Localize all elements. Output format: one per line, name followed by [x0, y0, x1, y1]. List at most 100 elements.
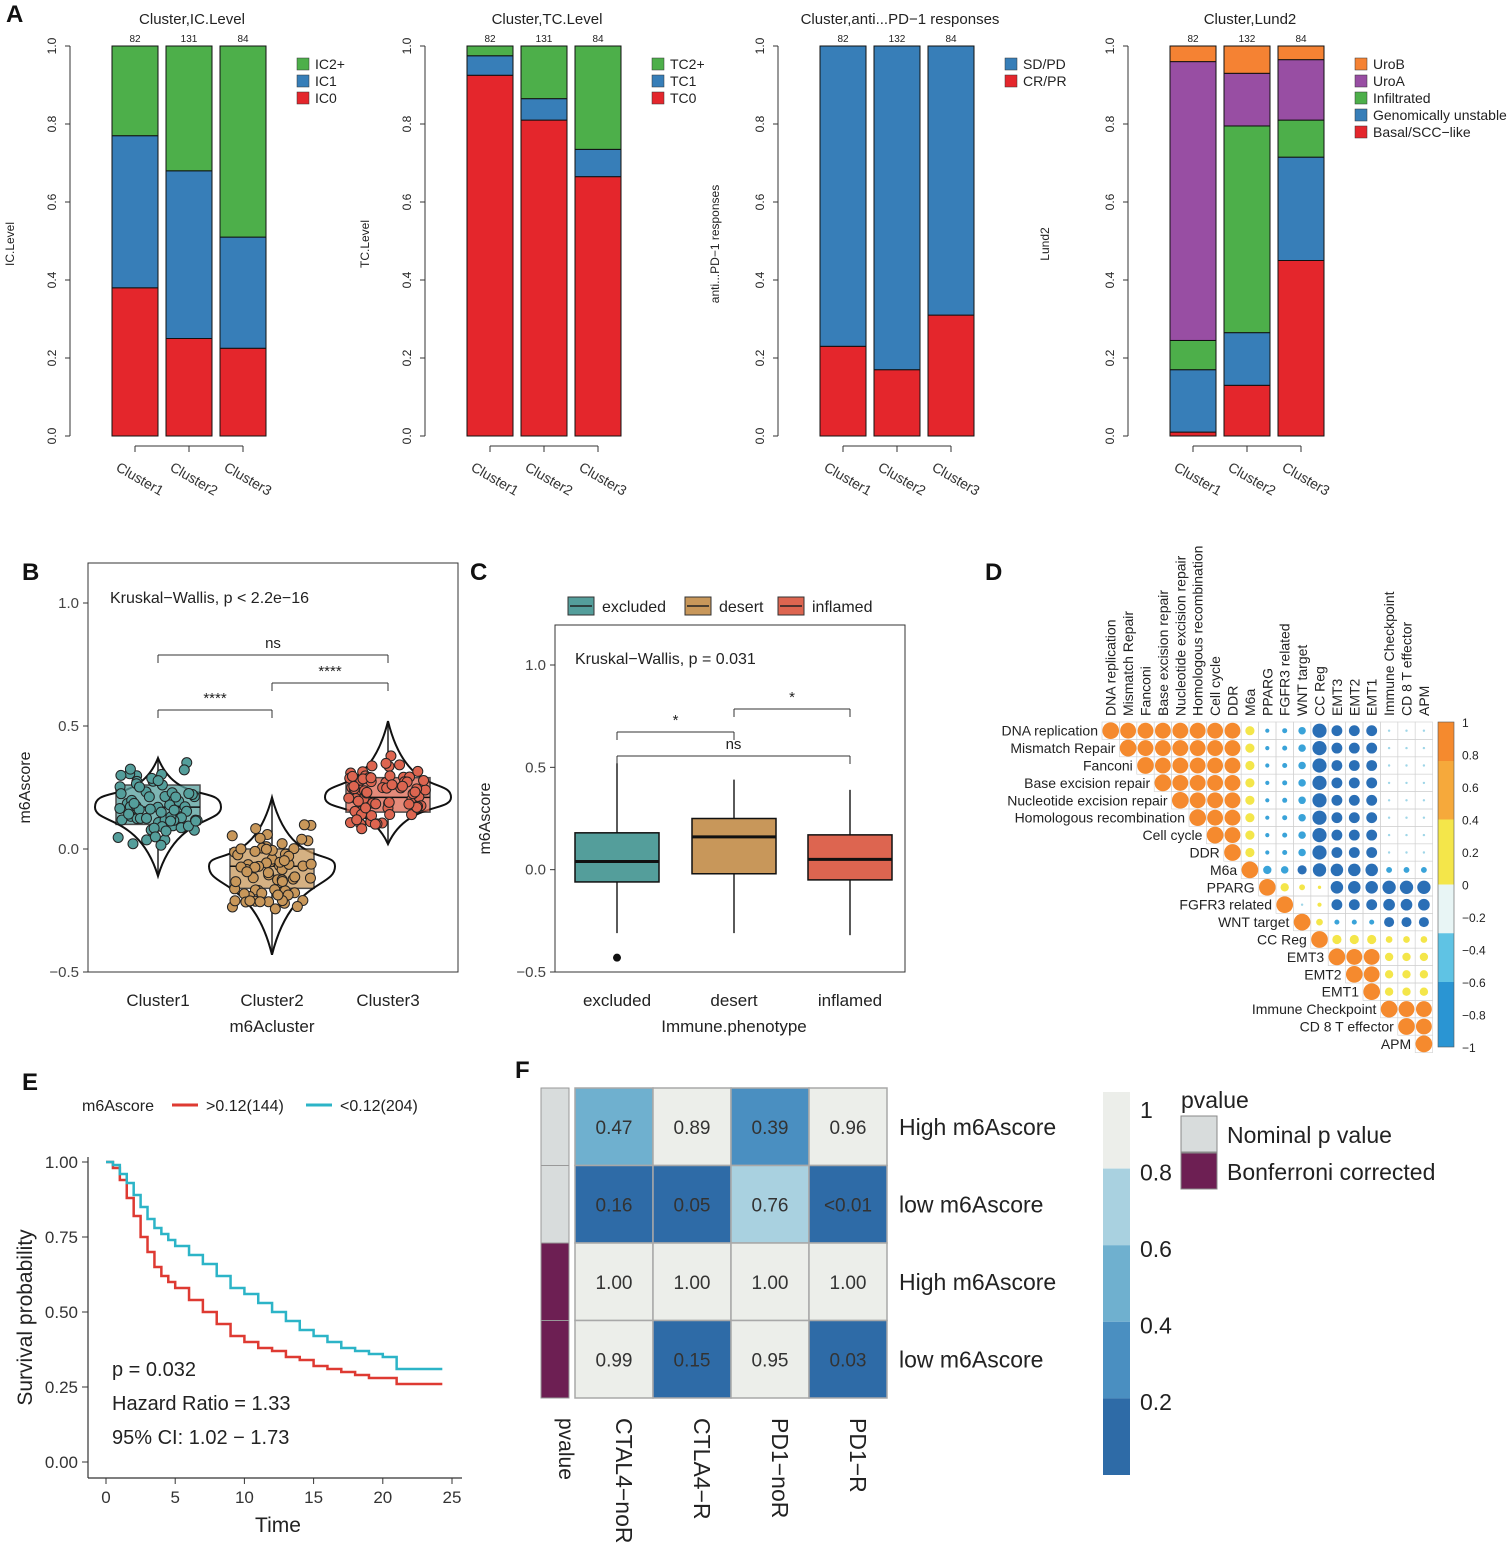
- scale-tick-label: −1: [1462, 1041, 1476, 1055]
- corr-dot: [1224, 809, 1241, 826]
- corr-dot: [1207, 774, 1224, 791]
- bar-IC0: [165, 338, 213, 437]
- data-point: [144, 803, 156, 815]
- colorbar-segment: [1103, 1245, 1130, 1322]
- corr-dot: [1330, 863, 1344, 877]
- corr-dot: [1351, 919, 1357, 925]
- column-label: Immune Checkpoint: [1381, 591, 1397, 716]
- data-point: [124, 763, 136, 775]
- bar-UroA: [1169, 61, 1217, 341]
- cell-value: 0.95: [752, 1350, 789, 1371]
- data-point: [250, 823, 262, 835]
- corr-dot: [1417, 880, 1431, 894]
- corr-dot: [1331, 777, 1343, 789]
- scale-tick-label: 0: [1462, 879, 1469, 893]
- panel-a-chart-2: Cluster,TC.Level 0.0 0.2 0.4 0.6 0.8 1.0 TC.Lev…: [358, 11, 705, 499]
- legend-label: inflamed: [812, 599, 872, 616]
- bar-IC1: [111, 135, 159, 289]
- data-point: [276, 875, 288, 887]
- plot-frame: [87, 562, 459, 973]
- pvalue-annotation: [540, 1320, 570, 1399]
- corr-dot: [1384, 970, 1394, 979]
- bar-TC1: [574, 148, 622, 178]
- data-point: [383, 796, 395, 808]
- panel-b-chart: −0.5 0.0 0.5 1.0 m6Ascore Kruskal−Wallis, p <…: [17, 562, 459, 1036]
- legend-swatch: [1354, 125, 1368, 139]
- chart-title: Cluster,IC.Level: [139, 11, 245, 28]
- data-point: [298, 819, 310, 831]
- x-tick-label: Cluster3: [930, 459, 983, 499]
- data-point: [183, 788, 195, 800]
- column-label: DDR: [1225, 686, 1241, 716]
- corr-dot: [1331, 899, 1343, 911]
- corr-dot: [1207, 809, 1224, 826]
- corr-dot: [1207, 757, 1224, 774]
- column-label: APM: [1416, 686, 1432, 716]
- data-point: [365, 772, 377, 784]
- scale-segment: [1438, 933, 1454, 982]
- corr-dot: [1298, 761, 1306, 770]
- corr-dot: [1312, 863, 1327, 877]
- test-label: Kruskal−Wallis, p = 0.031: [575, 651, 756, 668]
- legend-swatch: [296, 74, 310, 88]
- legend-title: m6Ascore: [82, 1098, 154, 1115]
- count-label: 84: [237, 34, 249, 45]
- pvalue-annotation: [540, 1165, 570, 1244]
- corr-dot: [1137, 722, 1154, 739]
- y-tick-label: 0.0: [45, 427, 59, 444]
- bar-SD/PD: [819, 45, 867, 347]
- corr-dot: [1154, 757, 1171, 774]
- corr-dot: [1366, 742, 1378, 754]
- corr-dot: [1189, 757, 1206, 774]
- data-point: [343, 792, 355, 804]
- corr-dot: [1189, 740, 1206, 757]
- corr-dot: [1331, 847, 1343, 858]
- bar-UroA: [1223, 72, 1271, 127]
- stat-annotation: p = 0.032: [112, 1359, 196, 1381]
- corr-dot: [1265, 746, 1270, 751]
- corr-dot: [1207, 792, 1224, 809]
- legend-label: excluded: [602, 599, 666, 616]
- row-label: low m6Ascore: [899, 1346, 1043, 1372]
- row-label: Nucleotide excision repair: [1007, 792, 1168, 808]
- panel-letter-D: D: [985, 559, 1002, 586]
- corr-dot: [1348, 812, 1360, 824]
- corr-dot: [1399, 880, 1414, 894]
- corr-dot: [1334, 919, 1340, 925]
- column-label: Fanconi: [1138, 666, 1154, 716]
- panel-letter-F: F: [515, 1057, 530, 1084]
- scale-segment: [1438, 819, 1454, 885]
- legend-label: desert: [719, 599, 764, 616]
- panel-f-chart: 0.47 0.89 0.39 0.96 High m6Ascore 0.16 0.05 0.7…: [540, 1087, 1435, 1544]
- corr-dot: [1348, 829, 1360, 841]
- corr-dot: [1245, 847, 1255, 858]
- corr-dot: [1172, 722, 1189, 739]
- corr-dot: [1331, 812, 1343, 824]
- corr-dot: [1346, 948, 1363, 965]
- x-tick-label: 15: [304, 1488, 323, 1507]
- bar-IC2+: [165, 45, 213, 172]
- data-point: [361, 786, 373, 798]
- y-tick-label: 0.25: [45, 1378, 78, 1397]
- corr-dot: [1265, 798, 1270, 803]
- y-tick-label: 0.4: [1103, 271, 1117, 288]
- corr-dot: [1282, 815, 1288, 821]
- row-label: High m6Ascore: [899, 1114, 1056, 1140]
- corr-dot: [1189, 792, 1206, 809]
- corr-dot: [1387, 851, 1391, 854]
- corr-dot: [1330, 881, 1344, 894]
- bar-TC1: [466, 55, 514, 76]
- legend-swatch: [651, 57, 665, 71]
- data-point: [128, 797, 140, 809]
- corr-dot: [1245, 726, 1255, 736]
- chart-title: Cluster,Lund2: [1204, 11, 1297, 28]
- cell-value: 0.39: [752, 1118, 789, 1139]
- corr-dot: [1265, 850, 1270, 855]
- corr-dot: [1154, 722, 1171, 739]
- panel-a-chart-4: Cluster,Lund2 0.0 0.2 0.4 0.6 0.8 1.0 Lund2 82 Cl…: [1038, 11, 1507, 499]
- y-tick-label: 0.2: [1103, 349, 1117, 366]
- x-tick-label: desert: [710, 991, 758, 1010]
- data-point: [409, 786, 421, 798]
- corr-dot: [1363, 983, 1381, 1001]
